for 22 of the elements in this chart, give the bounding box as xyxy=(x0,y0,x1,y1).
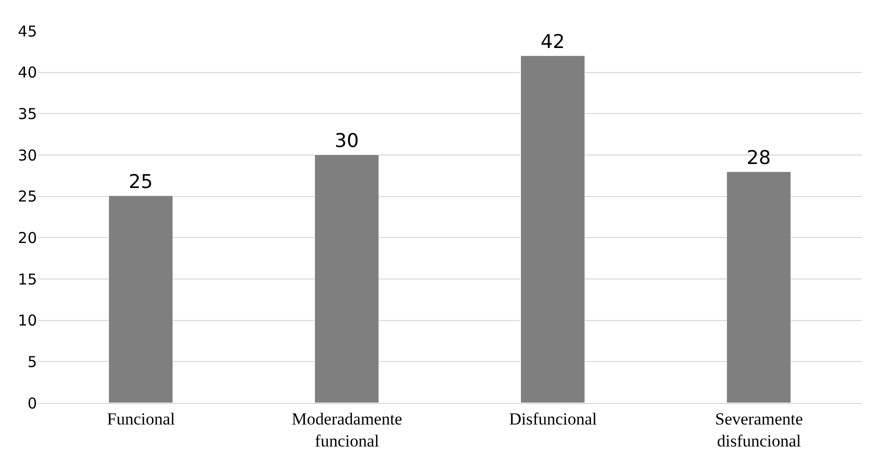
y-tick-label: 10 xyxy=(18,312,37,330)
y-tick-label: 20 xyxy=(18,228,37,247)
data-label: 28 xyxy=(746,146,771,169)
x-tick-label: Funcional xyxy=(107,409,176,428)
y-tick-label: 45 xyxy=(18,22,37,40)
bar xyxy=(520,56,585,403)
y-tick-label: 15 xyxy=(18,270,37,288)
bar xyxy=(314,154,379,403)
bar xyxy=(108,196,173,403)
bar xyxy=(726,172,791,403)
y-tick-label: 0 xyxy=(27,394,37,412)
x-tick-label: Disfuncional xyxy=(509,409,598,428)
y-tick-label: 25 xyxy=(18,188,37,206)
data-label: 25 xyxy=(128,170,153,193)
data-label: 42 xyxy=(540,30,565,53)
data-label: 30 xyxy=(334,130,359,152)
y-tick-label: 5 xyxy=(27,352,37,371)
x-tick-label: Severamente disfuncional xyxy=(715,409,803,450)
y-tick-label: 40 xyxy=(18,64,37,82)
y-tick-label: 35 xyxy=(18,104,37,123)
x-tick-label: Moderadamente funcional xyxy=(292,409,402,450)
y-tick-label: 30 xyxy=(18,146,37,164)
